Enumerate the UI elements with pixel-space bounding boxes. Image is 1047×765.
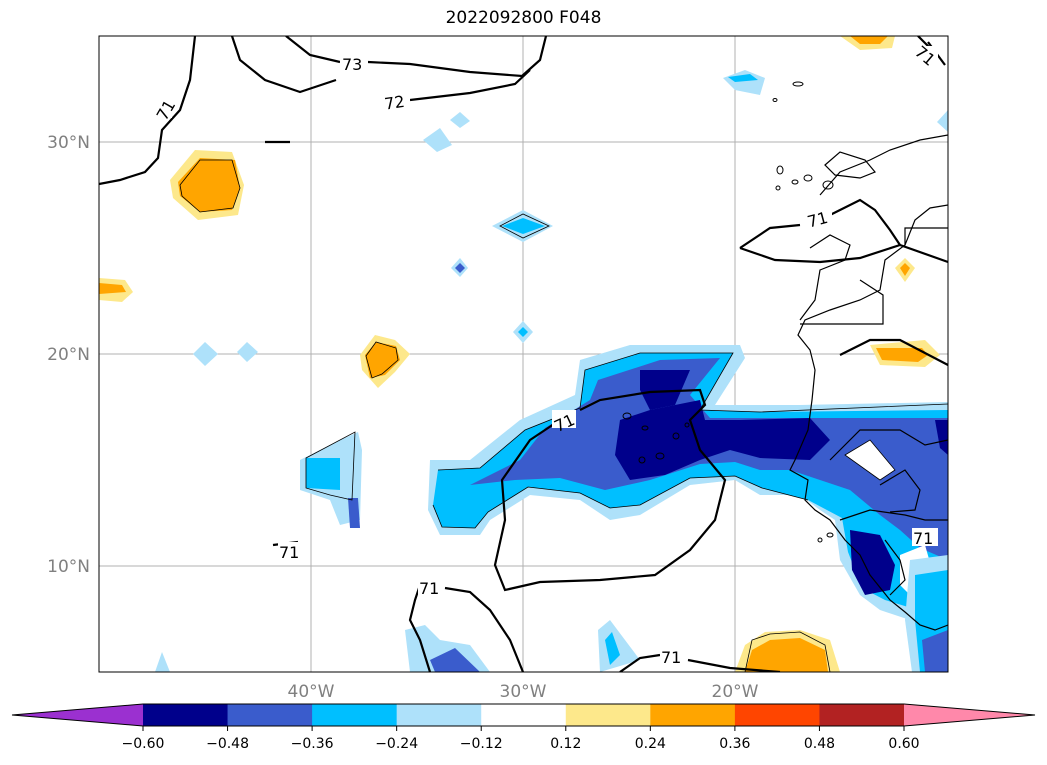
colorbar-tick-label: −0.60 [122,736,165,752]
lat-label: 10°N [47,557,90,577]
colorbar-tick-label: −0.24 [375,736,418,752]
lon-label: 40°W [288,682,335,702]
colorbar-tick-label: 0.48 [804,736,835,752]
isopleth-contours [99,36,948,672]
colorbar-segment [565,704,651,726]
colorbar-segment [143,704,229,726]
map-frame [98,35,949,673]
colorbar-segment [396,704,482,726]
map-plot-area: 73 72 71 71 71 71 71 71 71 71 [99,36,948,672]
colorbar-segment [312,704,398,726]
islands [622,81,834,543]
map-title: 2022092800 F048 [445,8,602,28]
contour-label: 71 [279,543,299,562]
colorbar-tick-label: 0.36 [719,736,750,752]
contour-label: 71 [661,648,681,667]
colorbar-tick-label: −0.12 [460,736,503,752]
contour-label: 72 [383,92,406,114]
colorbar-tick-label: 0.24 [635,736,666,752]
colorbar-extend-high [904,704,1035,726]
lat-label: 20°N [47,345,90,365]
anomaly-outlines [179,159,948,672]
colorbar-extend-low [12,704,143,726]
colorbar-tick-label: 0.12 [550,736,581,752]
anomaly-blobs-negative [155,70,948,672]
contour-label: 73 [342,55,362,74]
colorbar-segment [481,704,567,726]
contour-label: 71 [913,529,933,548]
colorbar-segment [227,704,313,726]
anomaly-blobs-positive [99,36,940,672]
colorbar-segment [819,704,905,726]
contour-label: 71 [805,208,830,232]
colorbar: −0.60 −0.48 −0.36 −0.24 −0.12 0.12 0.24 0.36 0.4… [11,703,1036,752]
contour-label-group: 73 72 71 71 71 71 71 71 71 71 [150,42,939,667]
colorbar-segment [650,704,736,726]
colorbar-segment [734,704,820,726]
colorbar-tick-label: −0.48 [206,736,249,752]
colorbar-tick-label: −0.36 [291,736,334,752]
lon-label: 30°W [500,682,547,702]
lon-label: 20°W [712,682,759,702]
contour-label: 71 [419,579,439,598]
lat-label: 30°N [47,133,90,153]
colorbar-tick-label: 0.60 [888,736,919,752]
